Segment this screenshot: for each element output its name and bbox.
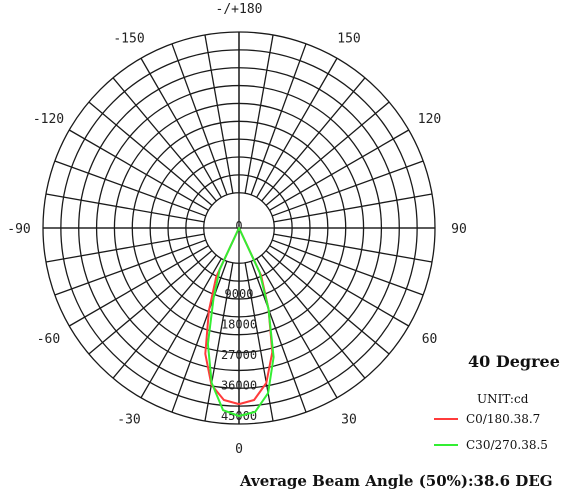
grid-spoke (112, 77, 217, 202)
grid-spoke (112, 254, 217, 379)
grid-spoke (250, 260, 307, 413)
grid-spoke (45, 193, 205, 223)
radial-tick-label: 9000 (225, 287, 254, 301)
grid-spoke (256, 57, 338, 198)
grid-spoke (204, 262, 234, 422)
angle-label: 120 (418, 112, 441, 127)
grid-spoke (54, 239, 207, 296)
radial-tick-label: 18000 (221, 317, 257, 331)
grid-spoke (273, 193, 433, 223)
legend-label-c30: C30/270.38.5 (466, 438, 548, 452)
grid-spoke (269, 245, 410, 327)
radial-tick-label: 36000 (221, 378, 257, 392)
angle-label: 0 (235, 442, 243, 457)
polar-grid (42, 31, 436, 425)
grid-spoke (204, 34, 234, 194)
grid-spoke (271, 160, 424, 217)
legend-item-c0: C0/180.38.7 (434, 411, 540, 427)
legend-swatch-c30 (434, 444, 458, 446)
grid-spoke (45, 233, 205, 263)
grid-spoke (88, 250, 213, 355)
grid-spoke (265, 250, 390, 355)
grid-spoke (171, 260, 228, 413)
legend-item-c30: C30/270.38.5 (434, 437, 548, 453)
grid-spoke (271, 239, 424, 296)
angle-label: 30 (341, 413, 357, 428)
radial-tick-label: 27000 (221, 348, 257, 362)
grid-spoke (68, 129, 209, 211)
average-beam-angle: Average Beam Angle (50%):38.6 DEG (240, 472, 553, 490)
grid-spoke (269, 129, 410, 211)
angle-label: -150 (113, 31, 144, 46)
angle-label: -60 (37, 332, 60, 347)
angle-label: 90 (451, 222, 467, 237)
angle-label: -30 (117, 413, 140, 428)
legend-label-c0: C0/180.38.7 (466, 412, 541, 426)
angle-label: 150 (337, 31, 360, 46)
series-curves (204, 227, 275, 417)
angle-label: 60 (422, 332, 438, 347)
grid-spoke (261, 77, 366, 202)
legend-swatch-c0 (434, 418, 458, 420)
grid-spoke (250, 43, 307, 196)
angle-label: -/+180 (216, 2, 263, 17)
grid-spoke (88, 101, 213, 206)
grid-spoke (68, 245, 209, 327)
grid-spoke (256, 258, 338, 399)
grid-spoke (140, 258, 222, 399)
angle-labels: -/+180 150 120 90 60 30 0 -30 -60 -90 -120 -150 (7, 2, 467, 457)
grid-spoke (273, 233, 433, 263)
radial-tick-label: 0 (235, 219, 242, 233)
chart-title: 40 Degree (468, 352, 560, 371)
grid-spoke (54, 160, 207, 217)
grid-spoke (140, 57, 222, 198)
unit-label: UNIT:cd (477, 392, 529, 406)
angle-label: -120 (33, 112, 64, 127)
series-curve-1 (206, 227, 275, 417)
grid-spoke (265, 101, 390, 206)
grid-spoke (171, 43, 228, 196)
angle-label: -90 (7, 222, 30, 237)
grid-spoke (244, 34, 274, 194)
grid-spoke (244, 262, 274, 422)
grid-spoke (261, 254, 366, 379)
